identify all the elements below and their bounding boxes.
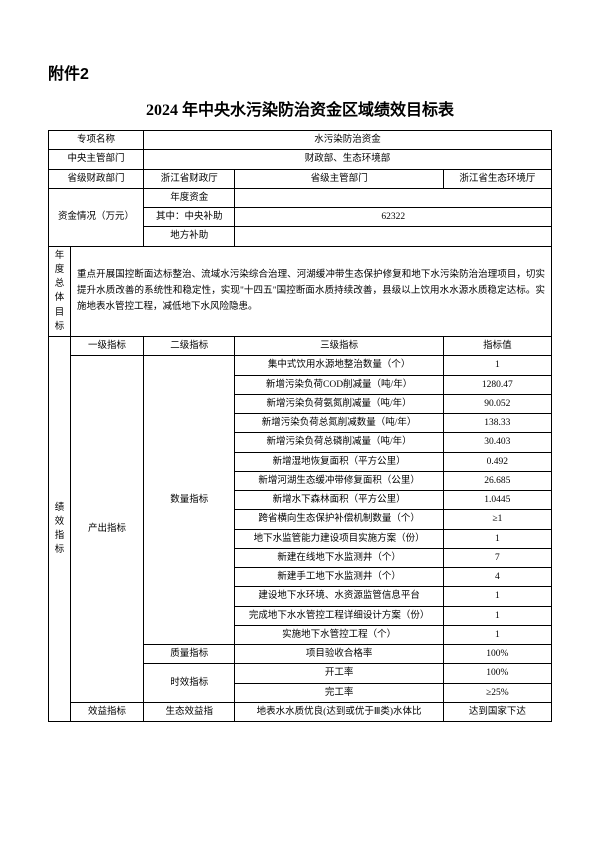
prov-dept-value: 浙江省生态环境厅 xyxy=(443,169,551,188)
row-name: 完工率 xyxy=(235,683,443,702)
time-label: 时效指标 xyxy=(144,664,235,703)
level1-label: 一级指标 xyxy=(71,337,144,356)
row-name: 新增湿地恢复面积（平方公里） xyxy=(235,452,443,471)
overall-label: 年度总体目标 xyxy=(49,246,71,337)
row-name: 项目验收合格率 xyxy=(235,645,443,664)
row-value: 1 xyxy=(443,606,551,625)
funds-annual-value xyxy=(235,188,552,207)
funds-local-value xyxy=(235,227,552,246)
row-value: 1 xyxy=(443,356,551,375)
row-name: 新增河湖生态缓冲带修复面积（公里） xyxy=(235,471,443,490)
row-value: 26.685 xyxy=(443,471,551,490)
funds-central-label: 其中：中央补助 xyxy=(144,208,235,227)
row-value: 达到国家下达 xyxy=(443,702,551,721)
row-value: 1 xyxy=(443,529,551,548)
row-value: ≥1 xyxy=(443,510,551,529)
project-name-label: 专项名称 xyxy=(49,131,144,150)
row-name: 完成地下水水管控工程详细设计方案（份） xyxy=(235,606,443,625)
row-name: 新增污染负荷COD削减量（吨/年） xyxy=(235,375,443,394)
attachment-label: 附件2 xyxy=(48,60,552,84)
row-value: 138.33 xyxy=(443,414,551,433)
row-name: 实施地下水管控工程（个） xyxy=(235,625,443,644)
prov-dept-label: 省级主管部门 xyxy=(235,169,443,188)
row-value: 1280.47 xyxy=(443,375,551,394)
row-name: 新增污染负荷总氮削减数量（吨/年） xyxy=(235,414,443,433)
funds-label: 资金情况（万元） xyxy=(49,188,144,246)
row-value: 0.492 xyxy=(443,452,551,471)
row-value: 90.052 xyxy=(443,394,551,413)
row-value: 30.403 xyxy=(443,433,551,452)
row-name: 新增污染负荷总磷削减量（吨/年） xyxy=(235,433,443,452)
funds-central-value: 62322 xyxy=(235,208,552,227)
perf-label: 绩效指标 xyxy=(49,337,71,722)
page-title: 2024 年中央水污染防治资金区域绩效目标表 xyxy=(48,96,552,120)
row-value: 1 xyxy=(443,625,551,644)
row-value: 1.0445 xyxy=(443,491,551,510)
row-name: 新建在线地下水监测井（个） xyxy=(235,548,443,567)
overall-text: 重点开展国控断面达标整治、流域水污染综合治理、河湖缓冲带生态保护修复和地下水污染… xyxy=(71,246,552,337)
row-name: 集中式饮用水源地整治数量（个） xyxy=(235,356,443,375)
row-name: 建设地下水环境、水资源监管信息平台 xyxy=(235,587,443,606)
quality-label: 质量指标 xyxy=(144,645,235,664)
level2-label: 二级指标 xyxy=(144,337,235,356)
value-label: 指标值 xyxy=(443,337,551,356)
quantity-label: 数量指标 xyxy=(144,356,235,645)
prov-finance-value: 浙江省财政厅 xyxy=(144,169,235,188)
central-dept-label: 中央主管部门 xyxy=(49,150,144,169)
row-name: 跨省横向生态保护补偿机制数量（个） xyxy=(235,510,443,529)
row-name: 新增污染负荷氨氮削减量（吨/年） xyxy=(235,394,443,413)
row-value: 1 xyxy=(443,587,551,606)
performance-table: 专项名称 水污染防治资金 中央主管部门 财政部、生态环境部 省级财政部门 浙江省… xyxy=(48,130,552,722)
level3-label: 三级指标 xyxy=(235,337,443,356)
row-value: 4 xyxy=(443,568,551,587)
row-value: 7 xyxy=(443,548,551,567)
row-value: 100% xyxy=(443,664,551,683)
funds-annual-label: 年度资金 xyxy=(144,188,235,207)
prov-finance-label: 省级财政部门 xyxy=(49,169,144,188)
row-name: 开工率 xyxy=(235,664,443,683)
benefit-label: 效益指标 xyxy=(71,702,144,721)
funds-local-label: 地方补助 xyxy=(144,227,235,246)
eco-label: 生态效益指 xyxy=(144,702,235,721)
row-name: 新建手工地下水监测井（个） xyxy=(235,568,443,587)
output-label: 产出指标 xyxy=(71,356,144,703)
row-value: 100% xyxy=(443,645,551,664)
row-value: ≥25% xyxy=(443,683,551,702)
project-name-value: 水污染防治资金 xyxy=(144,131,552,150)
row-name: 新增水下森林面积（平方公里） xyxy=(235,491,443,510)
row-name: 地表水水质优良(达到或优于Ⅲ类)水体比 xyxy=(235,702,443,721)
row-name: 地下水监管能力建设项目实施方案（份） xyxy=(235,529,443,548)
central-dept-value: 财政部、生态环境部 xyxy=(144,150,552,169)
